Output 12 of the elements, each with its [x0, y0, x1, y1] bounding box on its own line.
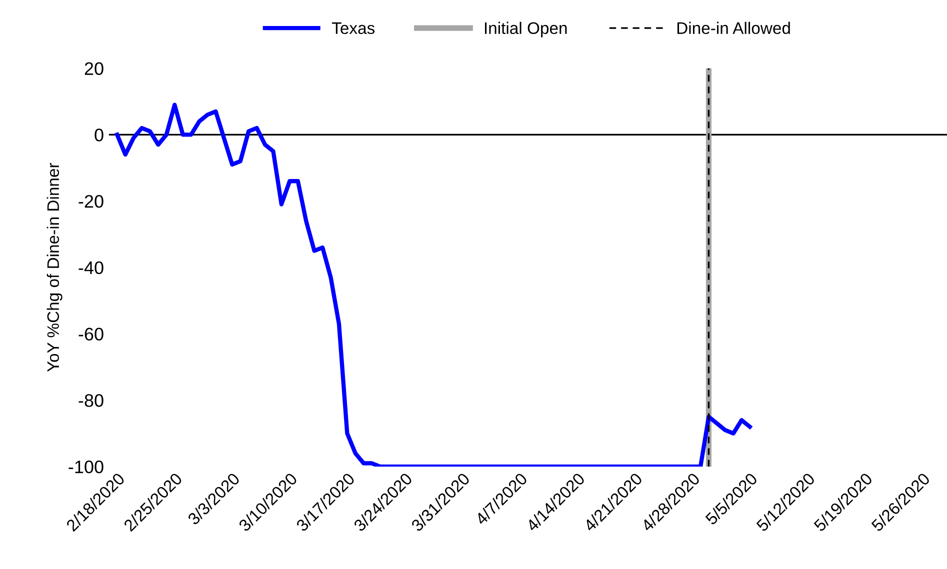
- y-axis-title: YoY %Chg of Dine-in Dinner: [46, 163, 62, 372]
- y-tick-label: 0: [94, 128, 104, 142]
- line-series: [115, 102, 752, 467]
- legend-label: Initial Open: [485, 22, 567, 38]
- y-tick-label: 20: [84, 62, 104, 75]
- y-tick-label: -60: [78, 328, 104, 341]
- legend-label: Texas: [332, 22, 375, 34]
- y-tick-label: -80: [78, 394, 104, 407]
- legend-label: Dine-in Allowed: [677, 22, 790, 34]
- y-tick-label: -40: [78, 261, 104, 274]
- y-tick-label: -100: [68, 460, 104, 474]
- y-tick-label: -20: [78, 194, 104, 208]
